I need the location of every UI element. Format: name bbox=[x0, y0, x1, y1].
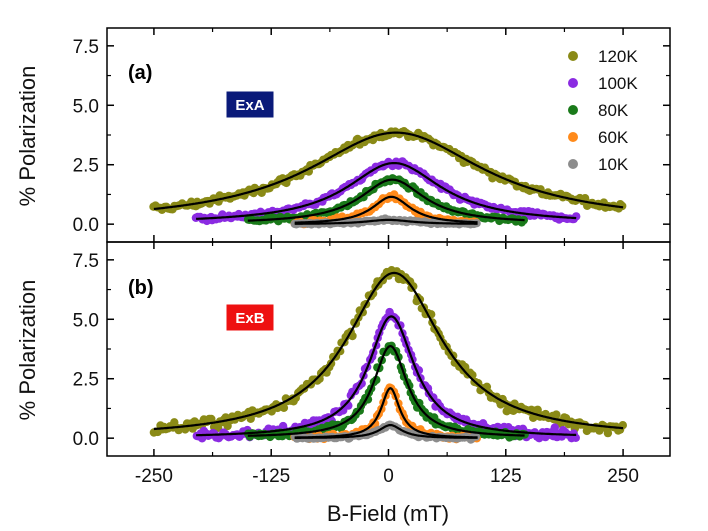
y-tick-label: 7.5 bbox=[73, 251, 99, 272]
y-tick-label: 2.5 bbox=[73, 370, 99, 391]
legend-label-100k: 100K bbox=[598, 74, 638, 93]
legend-label-10k: 10K bbox=[598, 155, 629, 174]
panel-b-label: (b) bbox=[128, 277, 154, 299]
x-tick-label: -125 bbox=[252, 466, 290, 487]
x-tick-label: 0 bbox=[383, 466, 394, 487]
y-tick-label: 5.0 bbox=[73, 96, 99, 117]
y-tick-label: 0.0 bbox=[73, 215, 99, 236]
data-point bbox=[370, 419, 380, 428]
data-point bbox=[279, 403, 289, 412]
x-tick-label: -250 bbox=[135, 466, 173, 487]
y-tick-label: 5.0 bbox=[73, 310, 99, 331]
data-point bbox=[552, 410, 561, 419]
data-point bbox=[618, 201, 627, 211]
x-tick-label: 125 bbox=[490, 466, 522, 487]
fit-line-10k bbox=[294, 218, 478, 225]
data-point bbox=[572, 212, 581, 221]
panel-a-label: (a) bbox=[128, 62, 152, 84]
panel-b-badge bbox=[225, 303, 275, 332]
legend-marker-80k bbox=[568, 105, 578, 115]
legend-marker-100k bbox=[568, 78, 578, 88]
y-tick-label: 0.0 bbox=[73, 429, 99, 450]
y-tick-label: 2.5 bbox=[73, 156, 99, 177]
x-tick-label: 250 bbox=[607, 466, 639, 487]
fit-line-120k bbox=[153, 271, 624, 431]
data-point bbox=[603, 428, 613, 438]
fit-line-80k bbox=[247, 344, 525, 437]
legend-label-60k: 60K bbox=[598, 128, 629, 147]
legend-marker-120k bbox=[568, 51, 578, 61]
panel-b-badge-text: ExB bbox=[235, 310, 264, 327]
data-point bbox=[533, 405, 542, 414]
fit-line-80k bbox=[247, 178, 525, 222]
panel-a-badge bbox=[225, 90, 275, 119]
y-axis-title-a: % Polarization bbox=[15, 66, 40, 207]
panel-a-badge-text: ExA bbox=[235, 97, 264, 114]
fit-line-60k bbox=[294, 195, 478, 224]
data-point bbox=[550, 423, 559, 432]
legend-label-120k: 120K bbox=[598, 47, 638, 66]
fit-line-10k bbox=[294, 424, 478, 439]
data-point bbox=[529, 413, 538, 422]
y-tick-label: 7.5 bbox=[73, 37, 99, 58]
legend-marker-60k bbox=[568, 132, 578, 142]
fit-line-100k bbox=[195, 162, 577, 220]
legend: 120K 100K 80K 60K 10K bbox=[568, 47, 638, 174]
fit-line-120k bbox=[153, 131, 624, 211]
y-axis-title-b: % Polarization bbox=[15, 280, 40, 421]
fit-line-100k bbox=[196, 315, 577, 437]
legend-marker-10k bbox=[568, 159, 578, 169]
x-axis-title: B-Field (mT) bbox=[327, 501, 449, 526]
legend-label-80k: 80K bbox=[598, 101, 629, 120]
